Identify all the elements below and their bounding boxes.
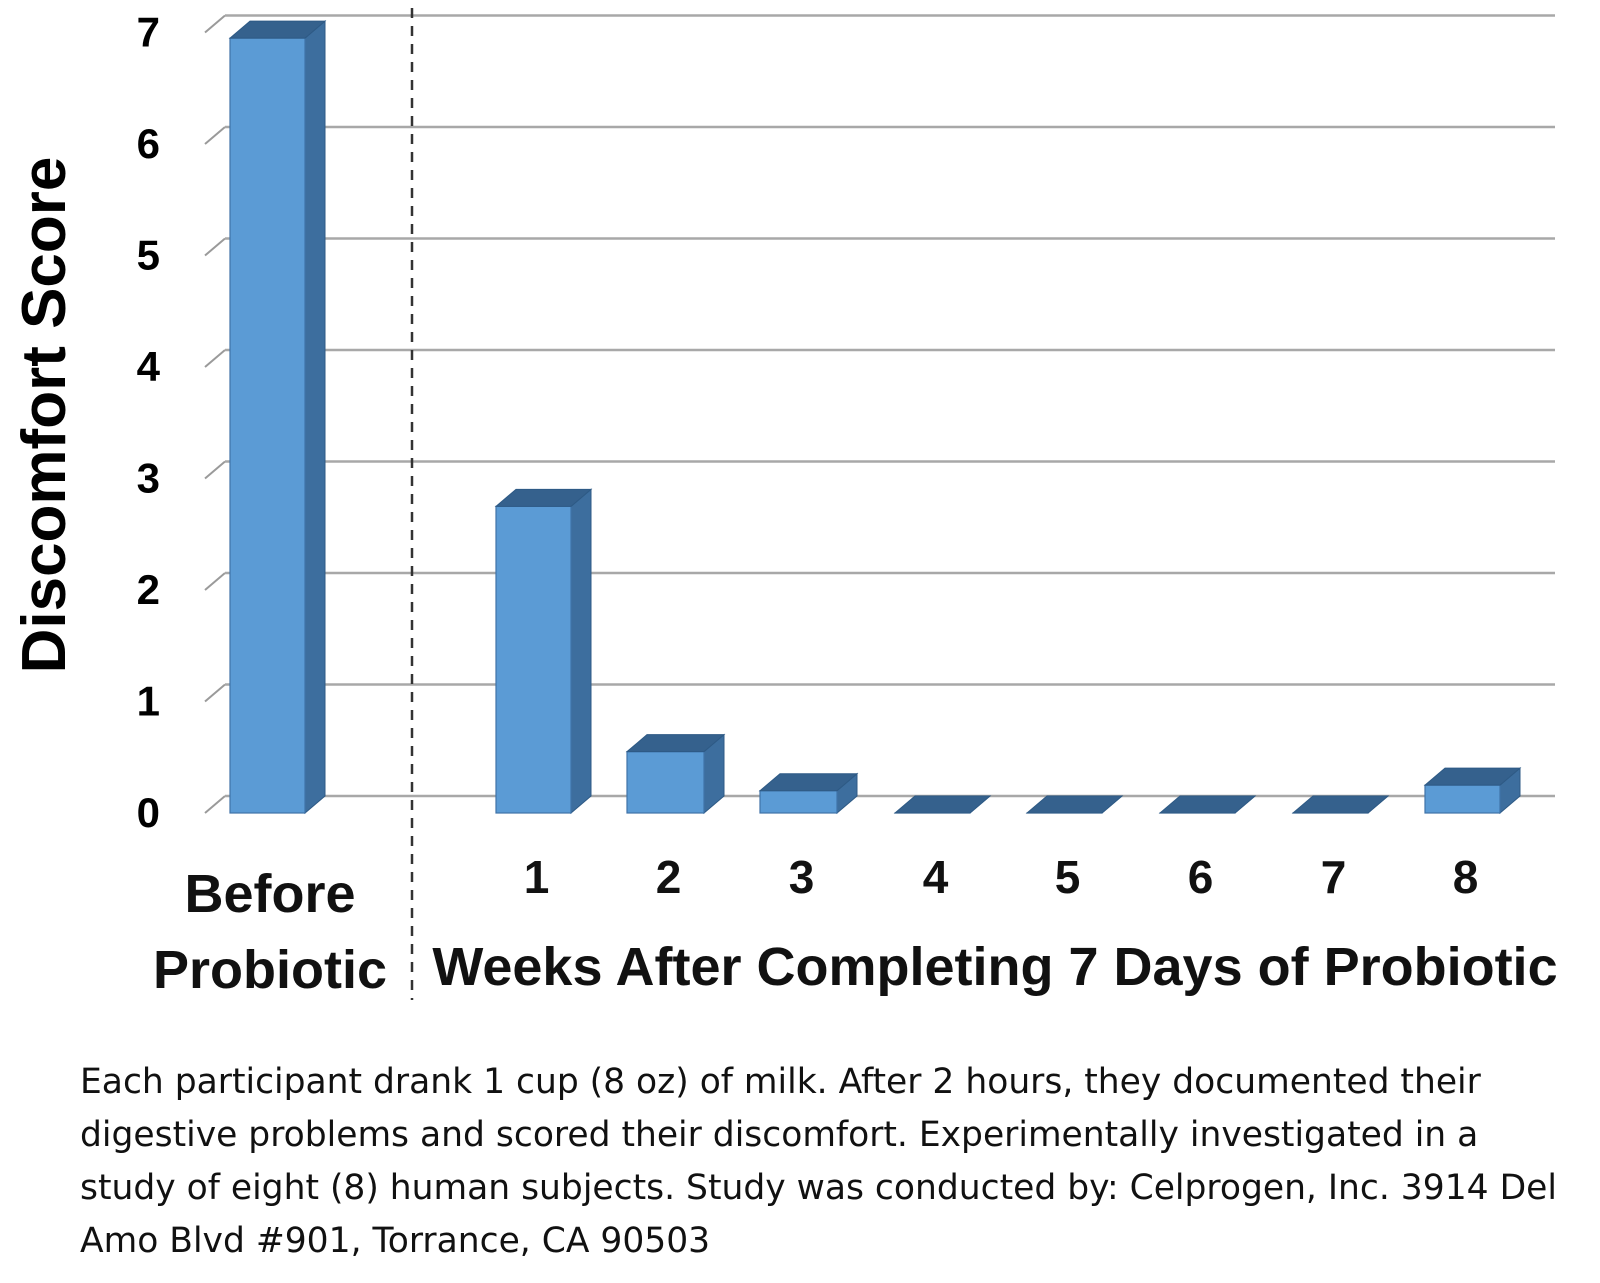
x-tick-label: 4 [923, 851, 949, 903]
bar-top [494, 488, 593, 507]
bar [1025, 795, 1124, 814]
x-tick-label: 8 [1453, 851, 1479, 903]
y-tick-label: 6 [137, 120, 160, 167]
y-tick-label: 0 [137, 789, 160, 836]
bar-chart: 0 1 2 3 4 5 6 7 1 2 3 4 5 6 7 8 Before Probiotic Discomf… [10, 8, 1558, 1000]
bar-top [625, 734, 726, 753]
bar-front [495, 505, 572, 814]
gridline-diagonal [204, 349, 226, 368]
y-tick-label: 3 [137, 455, 160, 502]
y-tick-label: 5 [137, 232, 160, 279]
bars [228, 19, 1522, 815]
x-axis-title: Weeks After Completing 7 Days of Probiot… [432, 937, 1557, 997]
y-tick-label: 2 [137, 566, 160, 613]
bar-top [1291, 795, 1390, 814]
bar-front [1424, 784, 1501, 814]
bar-side [304, 19, 326, 815]
gridline-diagonal [204, 237, 226, 257]
bar-top [758, 773, 859, 792]
bar [228, 19, 327, 815]
x-tick-label: 5 [1055, 851, 1081, 903]
before-probiotic-label: Before [184, 864, 355, 924]
bar-top [1025, 795, 1124, 814]
bar [893, 795, 992, 814]
bar [1158, 795, 1257, 814]
bar-top [228, 20, 327, 39]
bar-front [229, 37, 306, 814]
x-tick-label: 1 [524, 851, 550, 903]
bar-front [626, 751, 705, 814]
bar [494, 488, 593, 815]
bar-front [759, 790, 838, 814]
bar-side [570, 488, 592, 815]
bar-top [893, 795, 992, 814]
gridline-diagonal [204, 795, 226, 814]
before-probiotic-label: Probiotic [153, 940, 387, 1000]
gridlines [204, 8, 1555, 1000]
gridline-diagonal [204, 572, 226, 591]
y-tick-label: 4 [137, 343, 161, 390]
y-axis-title: Discomfort Score [10, 157, 79, 674]
x-axis-labels: 1 2 3 4 5 6 7 8 Before Probiotic [153, 851, 1478, 1000]
bar [1423, 767, 1522, 815]
bar-top [1423, 767, 1522, 786]
y-axis: 0 1 2 3 4 5 6 7 [137, 9, 161, 837]
x-tick-label: 2 [656, 851, 682, 903]
chart-caption: Each participant drank 1 cup (8 oz) of m… [80, 1062, 1557, 1261]
gridline-diagonal [204, 126, 226, 145]
x-tick-label: 6 [1188, 851, 1214, 903]
bar [625, 733, 726, 815]
x-tick-label: 7 [1321, 851, 1347, 903]
gridline-diagonal [204, 14, 226, 34]
x-tick-label: 3 [789, 851, 815, 903]
bar [758, 772, 859, 815]
gridline-diagonal [204, 460, 226, 480]
bar-top [1158, 795, 1257, 814]
y-tick-label: 7 [137, 9, 160, 56]
gridline-diagonal [204, 683, 226, 703]
y-tick-label: 1 [137, 678, 160, 725]
bar [1291, 795, 1390, 814]
